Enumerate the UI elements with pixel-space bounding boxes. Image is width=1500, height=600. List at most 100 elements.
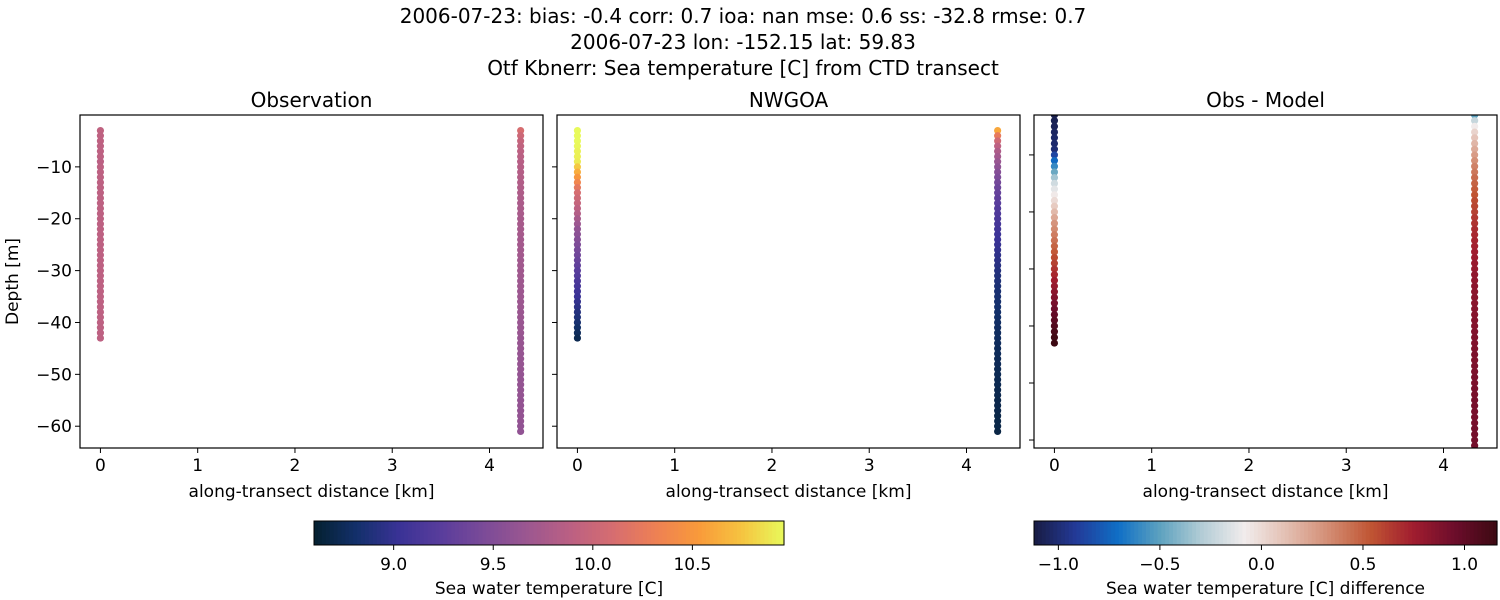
colorbar-segment [1153,521,1159,545]
colorbar-segment [607,521,613,545]
colorbar-segment [1257,521,1263,545]
data-point [994,360,1002,368]
data-point [1471,196,1479,205]
data-point [1050,242,1059,250]
data-point [1050,293,1059,302]
data-point [573,126,582,135]
colorbar-segment [1388,521,1394,545]
data-point [1050,310,1059,319]
colorbar-segment [1415,521,1421,545]
colorbar-tick-label: 10.5 [673,555,711,575]
colorbar-segment [705,521,711,545]
colorbar-tick-label: 9.5 [480,555,507,575]
data-point [994,199,1002,207]
data-point [994,344,1002,353]
colorbar-segment [1292,521,1297,545]
data-point [1471,339,1479,347]
data-point [517,360,525,368]
colorbar-segment [498,521,503,545]
data-point [1050,174,1059,182]
data-point [96,230,105,238]
colorbar-segment [431,521,437,545]
data-point [1471,430,1479,438]
data-point [994,339,1002,347]
data-point [573,313,582,321]
panel-title: Obs - Model [1206,88,1325,112]
data-point [517,261,525,270]
data-point [1471,293,1479,302]
colorbar-segment [1165,521,1170,545]
data-point [994,204,1002,212]
data-point [994,334,1002,342]
data-point [994,349,1002,358]
colorbar-segment [1215,521,1220,545]
data-point [994,209,1002,218]
data-point [573,334,582,342]
colorbar-segment [733,521,738,545]
colorbar-segment [1242,521,1247,545]
data-point [1471,202,1479,210]
colorbar-segment [748,521,754,545]
colorbar-segment [400,521,405,545]
data-point [1471,333,1479,341]
colorbar-segment [1450,521,1456,545]
data-point [1471,276,1479,284]
data-point [1050,236,1059,245]
colorbar-segment [709,521,715,545]
x-tick-label: 1 [669,456,680,476]
colorbar-segment [1435,521,1440,545]
data-point [1471,168,1479,176]
colorbar-tick-label: −1.0 [1038,555,1079,575]
colorbar-segment [396,521,401,545]
colorbar-segment [643,521,648,545]
data-point [573,235,582,244]
data-point [994,324,1002,332]
colorbar-segment [1230,521,1236,545]
data-point [96,152,105,161]
data-point [994,412,1002,420]
colorbar-segment [317,521,323,545]
data-point [517,417,525,425]
panel-title: NWGOA [749,88,829,112]
colorbar-segment [666,521,672,545]
data-point [573,272,582,280]
data-point [1471,316,1479,324]
colorbar-segment [1385,521,1390,545]
colorbar-segment [552,521,558,545]
colorbar-segment [564,521,570,545]
colorbar-segment [1037,521,1043,545]
colorbar-segment [505,521,511,545]
data-point [517,152,525,161]
colorbar-segment [1319,521,1324,545]
data-point [96,204,105,212]
data-point [1471,367,1479,376]
data-point [994,142,1002,150]
colorbar-segment [478,521,484,545]
colorbar-segment [674,521,679,545]
data-point [517,375,525,384]
colorbar-segment [1192,521,1197,545]
colorbar-segment [1049,521,1054,545]
data-point [1050,128,1059,136]
colorbar-frame [313,520,785,546]
x-tick-label: 0 [1049,456,1060,476]
data-point [1471,253,1479,262]
colorbar-segment [1338,521,1344,545]
colorbar-segment [1323,521,1328,545]
colorbar-segment [404,521,409,545]
x-tick-label: 2 [1244,456,1255,476]
colorbar-segment [1076,521,1081,545]
colorbar-segment [1396,521,1402,545]
colorbar-segment [411,521,417,545]
data-point [517,178,525,187]
colorbar-segment [419,521,425,545]
colorbar-segment [752,521,758,545]
data-point [517,147,525,155]
colorbar-segment [639,521,644,545]
colorbar-segment [658,521,664,545]
data-point [573,241,582,249]
data-point [517,163,525,171]
colorbar-segment [1219,521,1224,545]
data-point [96,277,105,285]
